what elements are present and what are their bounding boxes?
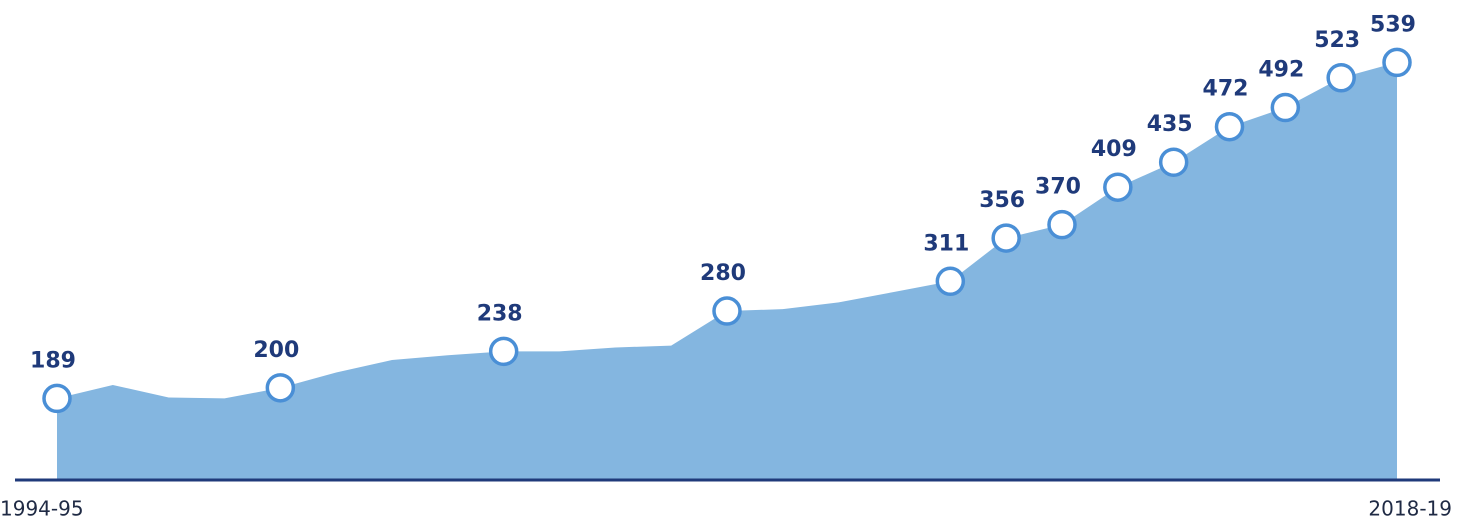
area bbox=[57, 62, 1397, 481]
data-label: 472 bbox=[1203, 77, 1249, 102]
marker bbox=[991, 223, 1021, 253]
data-label: 409 bbox=[1091, 137, 1137, 162]
marker bbox=[488, 336, 519, 367]
x-tick-label: 2018-19 bbox=[1368, 497, 1452, 521]
data-label: 539 bbox=[1370, 12, 1416, 37]
marker bbox=[42, 383, 72, 414]
data-label: 189 bbox=[30, 348, 76, 373]
data-label: 523 bbox=[1314, 28, 1360, 53]
marker bbox=[1047, 209, 1077, 240]
data-label: 492 bbox=[1258, 58, 1304, 83]
marker bbox=[1103, 172, 1133, 202]
x-tick-label: 1994-95 bbox=[0, 497, 84, 521]
marker bbox=[1382, 47, 1412, 78]
data-label: 370 bbox=[1035, 175, 1081, 200]
marker bbox=[935, 266, 966, 297]
data-label: 280 bbox=[700, 261, 746, 286]
data-label: 356 bbox=[979, 188, 1025, 213]
data-label: 435 bbox=[1147, 112, 1193, 137]
data-label: 200 bbox=[253, 338, 299, 363]
marker bbox=[1270, 92, 1301, 123]
marker bbox=[1326, 63, 1356, 93]
marker bbox=[265, 373, 296, 403]
data-label: 311 bbox=[923, 231, 969, 256]
marker bbox=[712, 296, 742, 326]
data-label: 238 bbox=[477, 301, 523, 326]
marker bbox=[1214, 111, 1245, 142]
marker bbox=[1158, 147, 1189, 177]
